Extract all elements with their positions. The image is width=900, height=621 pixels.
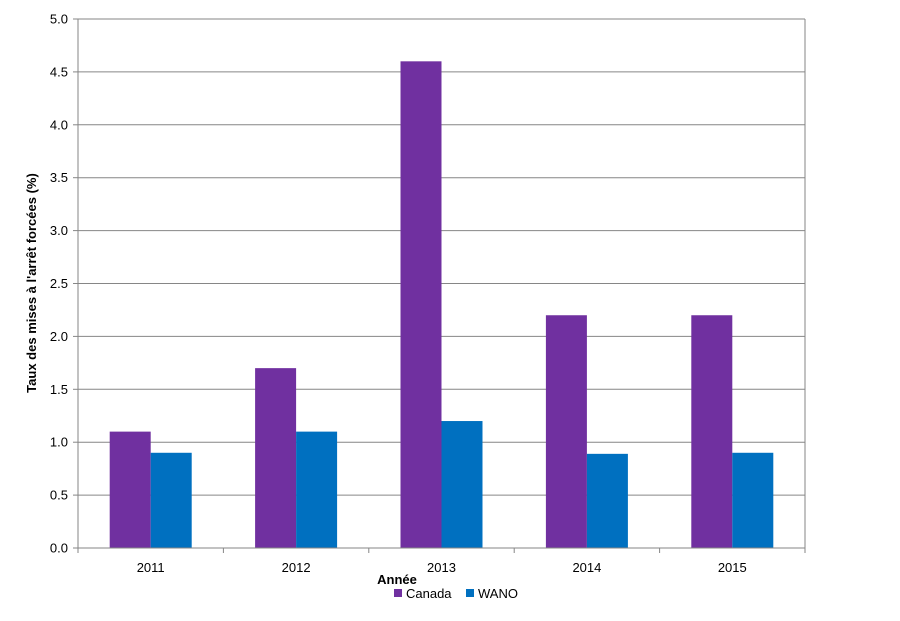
y-tick-label: 4.5 xyxy=(50,64,68,79)
bar-wano-2012 xyxy=(296,431,338,548)
bar-canada-2014 xyxy=(545,315,587,548)
y-tick-label: 3.0 xyxy=(50,223,68,238)
y-tick-label: 4.0 xyxy=(50,117,68,132)
x-tick-label-2011: 2011 xyxy=(137,560,165,575)
y-tick-label: 1.5 xyxy=(50,382,68,397)
bar-canada-2013 xyxy=(400,61,442,548)
x-tick-label-2014: 2014 xyxy=(572,560,601,575)
bars xyxy=(109,61,774,548)
bar-wano-2015 xyxy=(732,452,774,548)
bar-canada-2012 xyxy=(255,368,297,548)
bar-canada-2011 xyxy=(109,431,151,548)
legend-swatch-canada xyxy=(394,589,402,597)
y-tick-label: 1.0 xyxy=(50,435,68,450)
y-tick-label: 2.5 xyxy=(50,276,68,291)
x-tick-label-2013: 2013 xyxy=(427,560,456,575)
legend-label-canada: Canada xyxy=(406,586,452,601)
legend-label-wano: WANO xyxy=(478,586,518,601)
x-axis-title: Année xyxy=(377,572,417,587)
y-tick-label: 3.5 xyxy=(50,170,68,185)
y-tick-label: 0.0 xyxy=(50,541,68,556)
bar-canada-2015 xyxy=(691,315,733,548)
y-axis-ticks: 0.0 0.5 1.0 1.5 2.0 2.5 3.0 3.5 4.0 4.5 5.0 xyxy=(50,12,78,556)
bar-wano-2011 xyxy=(150,452,192,548)
x-tick-label-2015: 2015 xyxy=(718,560,747,575)
x-tick-label-2012: 2012 xyxy=(282,560,311,575)
legend-swatch-wano xyxy=(466,589,474,597)
bar-wano-2013 xyxy=(441,421,483,548)
legend: Canada WANO xyxy=(394,586,518,601)
y-tick-label: 0.5 xyxy=(50,488,68,503)
x-axis-ticks: 2011 2012 2013 2014 2015 xyxy=(77,548,806,575)
y-axis-title: Taux des mises à l'arrêt forcées (%) xyxy=(24,173,39,393)
y-tick-label: 2.0 xyxy=(50,329,68,344)
axes xyxy=(77,18,806,549)
y-tick-label: 5.0 xyxy=(50,12,68,27)
bar-wano-2014 xyxy=(586,453,628,548)
